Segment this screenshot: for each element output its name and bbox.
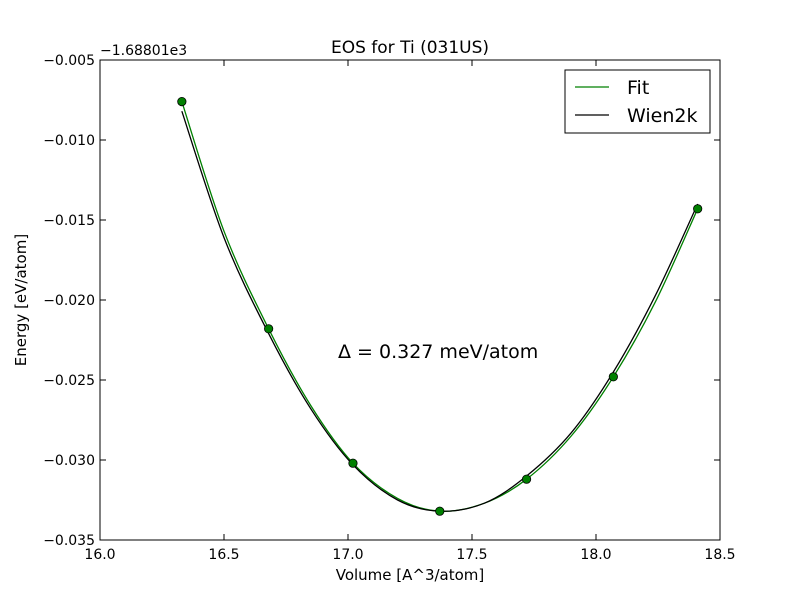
y-axis-ticks: −0.005 −0.010 −0.015 −0.020 −0.025 −0.030 −0.0… — [43, 53, 720, 549]
data-point — [521, 474, 532, 484]
y-tick-label: −0.020 — [43, 293, 95, 309]
y-tick-label: −0.015 — [43, 213, 95, 229]
x-tick-label: 18.0 — [580, 547, 611, 563]
legend-fit-label: Fit — [627, 77, 649, 99]
y-offset-label: −1.68801e3 — [100, 43, 187, 59]
x-tick-label: 17.0 — [332, 547, 363, 563]
delta-annotation: Δ = 0.327 meV/atom — [338, 341, 538, 363]
y-tick-label: −0.030 — [43, 453, 95, 469]
data-point — [608, 372, 618, 382]
data-point — [264, 324, 274, 334]
legend-wien2k-label: Wien2k — [627, 105, 697, 127]
chart-title: EOS for Ti (031US) — [331, 38, 489, 58]
x-tick-label: 16.5 — [208, 547, 239, 563]
y-axis-label: Energy [eV/atom] — [12, 234, 30, 366]
y-tick-label: −0.005 — [43, 53, 95, 69]
x-tick-label: 18.5 — [704, 547, 735, 563]
y-tick-label: −0.025 — [43, 373, 95, 389]
data-point — [693, 204, 703, 214]
series-lines — [181, 101, 699, 512]
x-tick-label: 17.5 — [456, 547, 487, 563]
legend-box — [564, 69, 711, 134]
y-tick-label: −0.035 — [43, 533, 95, 549]
series-line-wien2k — [181, 110, 699, 512]
legend: Fit Wien2k — [564, 69, 711, 134]
x-axis-label: Volume [A^3/atom] — [336, 566, 485, 584]
x-tick-label: 16.0 — [84, 547, 115, 563]
data-point — [348, 458, 358, 468]
data-point — [177, 97, 187, 107]
data-points — [177, 97, 703, 516]
y-tick-label: −0.010 — [43, 133, 95, 149]
data-point — [435, 506, 445, 516]
x-axis-ticks: 16.0 16.5 17.0 17.5 18.0 18.5 — [84, 60, 736, 563]
